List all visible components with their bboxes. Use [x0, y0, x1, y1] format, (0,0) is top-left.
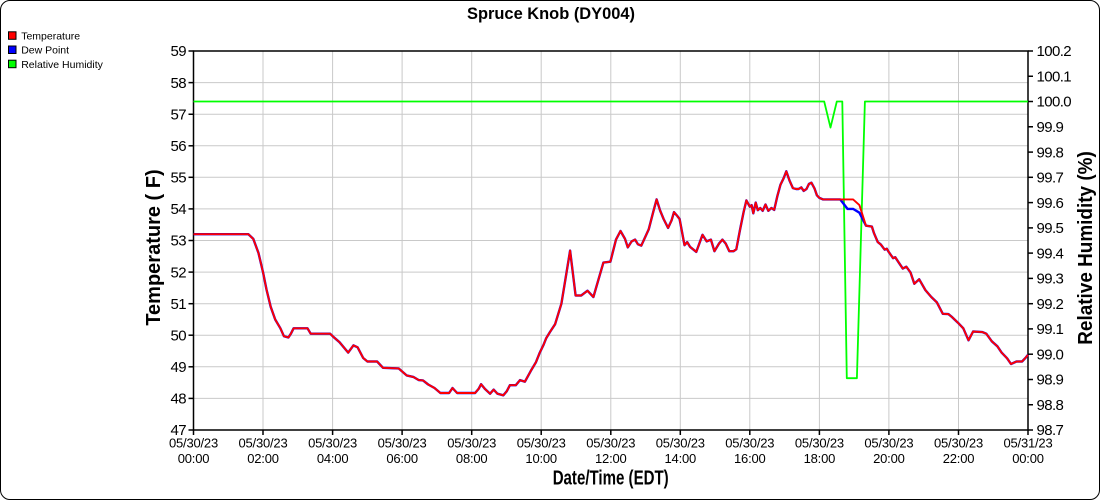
svg-text:98.9: 98.9: [1037, 372, 1064, 389]
svg-text:00:00: 00:00: [1012, 451, 1044, 466]
svg-text:100.2: 100.2: [1037, 43, 1072, 60]
svg-text:99.2: 99.2: [1037, 296, 1064, 313]
svg-text:02:00: 02:00: [247, 451, 279, 466]
svg-text:Dew Point: Dew Point: [21, 45, 69, 57]
svg-text:05/30/23: 05/30/23: [238, 436, 287, 451]
svg-text:05/30/23: 05/30/23: [864, 436, 913, 451]
svg-text:Relative Humidity: Relative Humidity: [21, 59, 103, 71]
svg-text:47: 47: [171, 422, 187, 439]
svg-text:05/30/23: 05/30/23: [169, 436, 218, 451]
svg-text:99.1: 99.1: [1037, 321, 1064, 338]
svg-text:16:00: 16:00: [734, 451, 766, 466]
svg-text:05/30/23: 05/30/23: [447, 436, 496, 451]
svg-text:99.0: 99.0: [1037, 346, 1064, 363]
svg-text:00:00: 00:00: [178, 451, 210, 466]
svg-text:10:00: 10:00: [525, 451, 557, 466]
svg-text:98.8: 98.8: [1037, 397, 1064, 414]
svg-text:14:00: 14:00: [665, 451, 697, 466]
svg-text:Spruce Knob (DY004): Spruce Knob (DY004): [467, 4, 635, 23]
svg-text:99.6: 99.6: [1037, 195, 1064, 212]
svg-text:Temperature: Temperature: [21, 30, 80, 42]
svg-text:51: 51: [171, 296, 187, 313]
svg-text:20:00: 20:00: [873, 451, 905, 466]
svg-text:05/30/23: 05/30/23: [586, 436, 635, 451]
svg-text:Date/Time (EDT): Date/Time (EDT): [553, 468, 669, 490]
svg-text:05/30/23: 05/30/23: [378, 436, 427, 451]
svg-text:99.4: 99.4: [1037, 245, 1064, 262]
svg-text:Temperature ( F): Temperature ( F): [143, 169, 165, 325]
svg-text:53: 53: [171, 233, 187, 250]
svg-text:49: 49: [171, 359, 187, 376]
svg-text:48: 48: [171, 391, 187, 408]
svg-text:55: 55: [171, 170, 187, 187]
svg-text:05/30/23: 05/30/23: [934, 436, 983, 451]
svg-text:99.9: 99.9: [1037, 119, 1064, 136]
svg-text:57: 57: [171, 106, 187, 123]
svg-text:59: 59: [171, 43, 187, 60]
svg-text:05/30/23: 05/30/23: [656, 436, 705, 451]
svg-text:50: 50: [171, 327, 187, 344]
svg-text:56: 56: [171, 138, 187, 155]
svg-text:98.7: 98.7: [1037, 422, 1064, 439]
svg-text:22:00: 22:00: [943, 451, 975, 466]
svg-text:99.7: 99.7: [1037, 170, 1064, 187]
svg-text:06:00: 06:00: [386, 451, 418, 466]
svg-text:52: 52: [171, 264, 187, 281]
svg-text:Relative Humidity (%): Relative Humidity (%): [1075, 151, 1097, 345]
svg-text:05/30/23: 05/30/23: [725, 436, 774, 451]
svg-text:05/30/23: 05/30/23: [795, 436, 844, 451]
svg-text:12:00: 12:00: [595, 451, 627, 466]
svg-text:54: 54: [171, 201, 187, 218]
svg-text:99.5: 99.5: [1037, 220, 1064, 237]
svg-text:100.0: 100.0: [1037, 94, 1072, 111]
svg-text:04:00: 04:00: [317, 451, 349, 466]
svg-text:18:00: 18:00: [804, 451, 836, 466]
svg-text:08:00: 08:00: [456, 451, 488, 466]
svg-text:58: 58: [171, 75, 187, 92]
svg-text:100.1: 100.1: [1037, 69, 1072, 86]
svg-text:99.8: 99.8: [1037, 144, 1064, 161]
svg-text:99.3: 99.3: [1037, 271, 1064, 288]
svg-text:05/30/23: 05/30/23: [308, 436, 357, 451]
svg-text:05/31/23: 05/31/23: [1003, 436, 1052, 451]
svg-text:05/30/23: 05/30/23: [517, 436, 566, 451]
